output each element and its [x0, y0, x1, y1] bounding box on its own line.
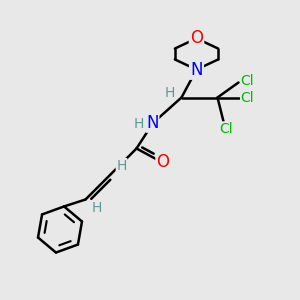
Text: Cl: Cl	[241, 91, 254, 104]
Text: O: O	[156, 153, 169, 171]
Text: N: N	[190, 61, 203, 79]
Text: H: H	[134, 118, 144, 131]
Text: H: H	[116, 159, 127, 172]
Text: Cl: Cl	[241, 74, 254, 88]
Text: H: H	[92, 201, 102, 215]
Text: Cl: Cl	[220, 122, 233, 136]
Text: N: N	[146, 114, 159, 132]
Text: H: H	[165, 86, 175, 100]
Text: O: O	[190, 29, 203, 47]
